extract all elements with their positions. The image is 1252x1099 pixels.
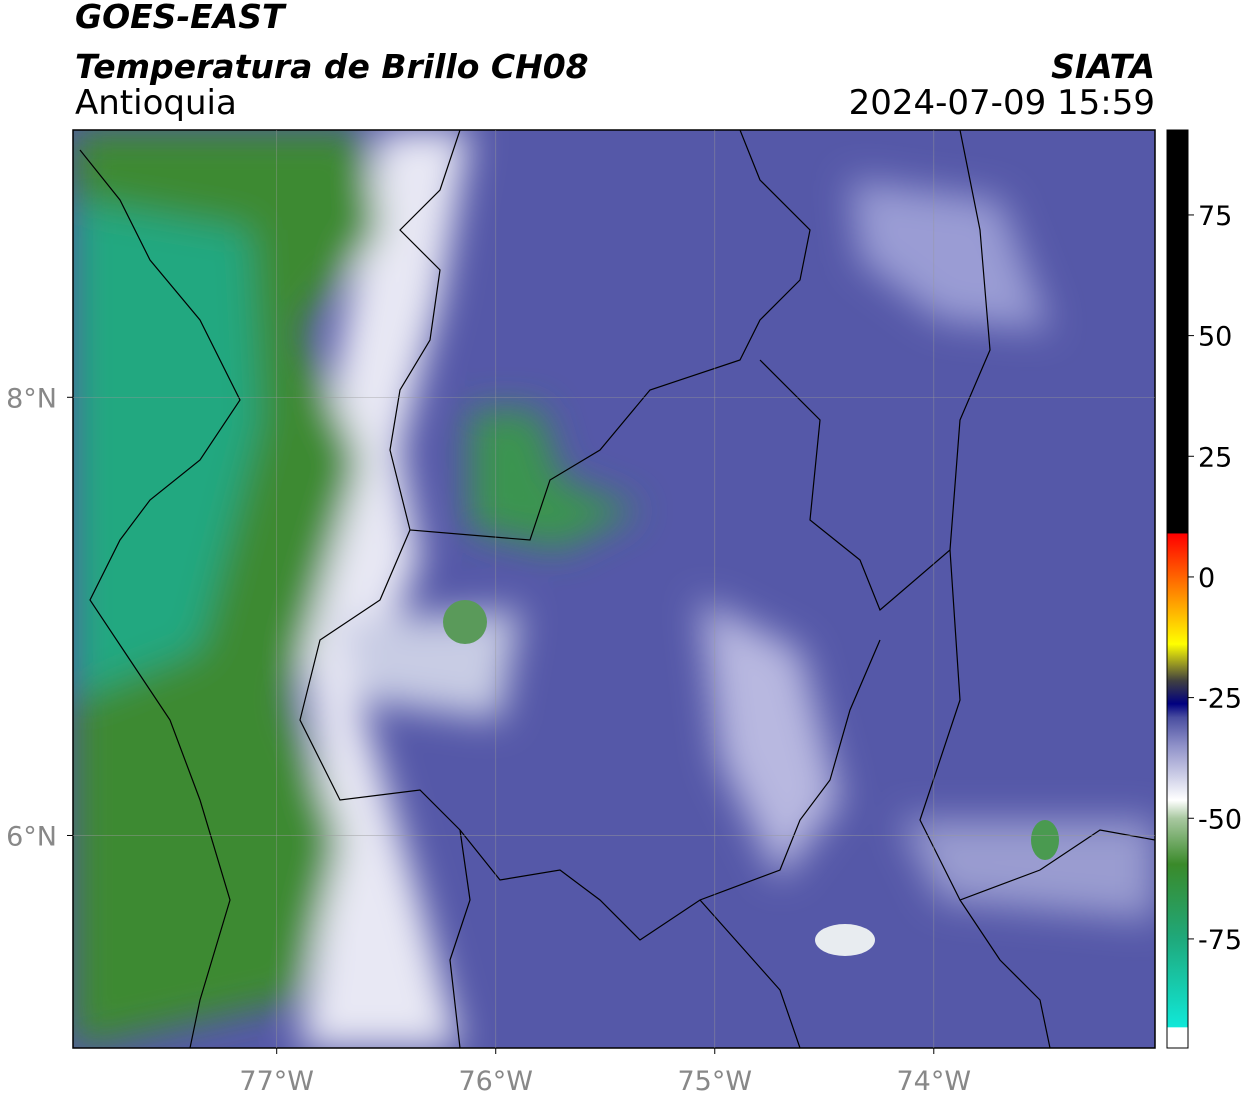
y-tick-label: 6°N [6, 821, 57, 852]
colorbar-tick-label: 25 [1198, 442, 1232, 473]
colorbar [1166, 129, 1189, 1049]
region: Antioquia [75, 83, 237, 123]
map-frame [72, 129, 1156, 1049]
colorbar-tick-label: -25 [1198, 684, 1242, 715]
satellite-image [73, 130, 1155, 1048]
y-tick-label: 8°N [6, 383, 57, 414]
title: GOES-EAST [75, 0, 287, 36]
source: SIATA [1051, 47, 1155, 86]
x-tick-label: 74°W [897, 1066, 972, 1097]
timestamp: 2024-07-09 15:59 [849, 83, 1155, 123]
colorbar-tick-label: 0 [1198, 563, 1215, 594]
colorbar-tick-label: 75 [1198, 201, 1232, 232]
subtitle: Temperatura de Brillo CH08 [75, 47, 589, 86]
x-tick-label: 77°W [239, 1066, 314, 1097]
colorbar-tick-label: 50 [1198, 322, 1232, 353]
colorbar-tick-label: -75 [1198, 925, 1242, 956]
x-tick-label: 76°W [458, 1066, 533, 1097]
colorbar-tick-label: -50 [1198, 804, 1242, 835]
x-tick-label: 75°W [677, 1066, 752, 1097]
